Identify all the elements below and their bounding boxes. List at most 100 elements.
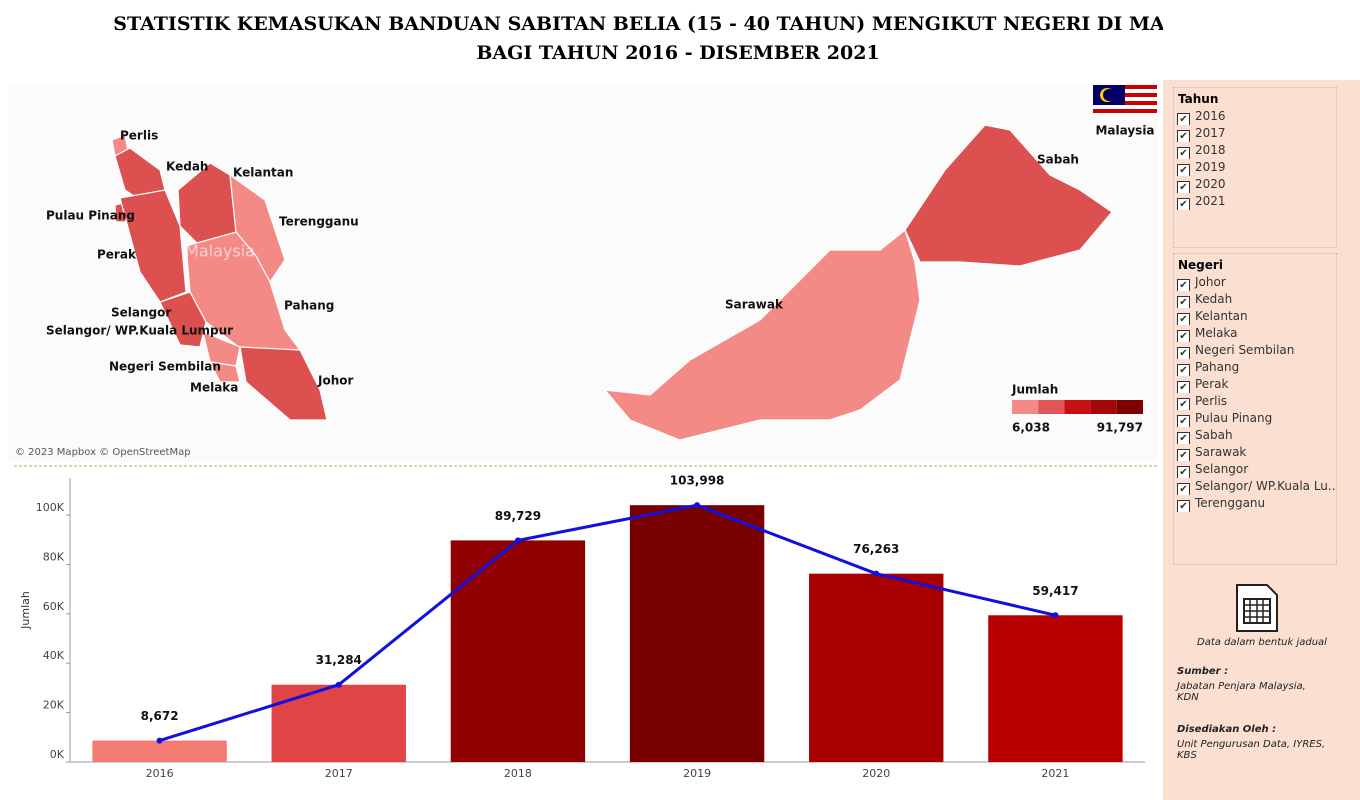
state[interactable] bbox=[603, 228, 921, 441]
filter-label[interactable]: Sabah bbox=[1195, 428, 1233, 442]
filter-item[interactable]: ✔ Selangor bbox=[1174, 461, 1336, 478]
filter-item[interactable]: ✔ 2021 bbox=[1174, 193, 1336, 210]
checkbox[interactable]: ✔ bbox=[1177, 279, 1190, 291]
y-axis-title: Jumlah bbox=[19, 591, 32, 630]
filter-item[interactable]: ✔ Sarawak bbox=[1174, 444, 1336, 461]
filter: Tahun ✔ 2016 ✔ 2017 ✔ 2018 ✔ 2019 ✔ 2020 ✔ 2021 bbox=[1173, 87, 1337, 248]
filter-item[interactable]: ✔ Selangor/ WP.Kuala Lu.. bbox=[1174, 478, 1336, 495]
checkbox[interactable]: ✔ bbox=[1177, 364, 1190, 376]
checkbox[interactable]: ✔ bbox=[1177, 147, 1190, 159]
data-label: 31,284 bbox=[316, 653, 362, 667]
trend-line bbox=[159, 503, 1056, 743]
checkbox[interactable]: ✔ bbox=[1177, 181, 1190, 193]
legend-swatch bbox=[1012, 400, 1039, 414]
y-tick-label: 0K bbox=[50, 748, 65, 761]
filter-label[interactable]: Kedah bbox=[1195, 292, 1233, 306]
filter-item[interactable]: ✔ 2020 bbox=[1174, 176, 1336, 193]
flag-label: Malaysia bbox=[1095, 124, 1154, 138]
filter-label[interactable]: 2020 bbox=[1195, 177, 1226, 191]
filter-item[interactable]: ✔ Perak bbox=[1174, 376, 1336, 393]
filter-label[interactable]: Perlis bbox=[1195, 394, 1228, 408]
filter-label[interactable]: Selangor bbox=[1195, 462, 1249, 476]
checkbox[interactable]: ✔ bbox=[1177, 415, 1190, 427]
filter-item[interactable]: ✔ Kedah bbox=[1174, 291, 1336, 308]
checkbox[interactable]: ✔ bbox=[1177, 449, 1190, 461]
filter-label[interactable]: 2019 bbox=[1195, 160, 1226, 174]
filter-label[interactable]: Sarawak bbox=[1195, 445, 1247, 459]
filter-label[interactable]: 2016 bbox=[1195, 109, 1226, 123]
checkbox[interactable]: ✔ bbox=[1177, 432, 1190, 444]
attribution: © 2023 Mapbox © OpenStreetMap bbox=[15, 447, 191, 458]
filter-label[interactable]: Pulau Pinang bbox=[1195, 411, 1273, 425]
checkbox[interactable]: ✔ bbox=[1177, 296, 1190, 308]
checkbox[interactable]: ✔ bbox=[1177, 483, 1190, 495]
source: Jabatan Penjara Malaysia, KDN bbox=[1177, 681, 1306, 703]
state-label: Melaka bbox=[190, 381, 238, 395]
filter-item[interactable]: ✔ Terengganu bbox=[1174, 495, 1336, 512]
state[interactable] bbox=[119, 189, 187, 303]
y-tick-label: 100K bbox=[36, 501, 65, 514]
filter-item[interactable]: ✔ Kelantan bbox=[1174, 308, 1336, 325]
checkbox[interactable]: ✔ bbox=[1177, 398, 1190, 410]
filter-item[interactable]: ✔ 2017 bbox=[1174, 125, 1336, 142]
filter-label[interactable]: Terengganu bbox=[1195, 496, 1266, 510]
filter-item[interactable]: ✔ Sabah bbox=[1174, 427, 1336, 444]
filter-label[interactable]: 2017 bbox=[1195, 126, 1226, 140]
trend-point bbox=[156, 737, 163, 744]
trend-point bbox=[873, 570, 880, 577]
state-label: Negeri Sembilan bbox=[109, 360, 221, 374]
trend-point bbox=[514, 537, 521, 544]
filter-label[interactable]: Selangor/ WP.Kuala Lu.. bbox=[1195, 479, 1336, 493]
filter-item[interactable]: ✔ Negeri Sembilan bbox=[1174, 342, 1336, 359]
filter-item[interactable]: ✔ 2019 bbox=[1174, 159, 1336, 176]
bar bbox=[809, 573, 944, 762]
table-icon[interactable] bbox=[1235, 583, 1279, 633]
filter-item[interactable]: ✔ Perlis bbox=[1174, 393, 1336, 410]
source-title: Sumber : bbox=[1177, 666, 1229, 677]
filter-label[interactable]: Negeri Sembilan bbox=[1195, 343, 1295, 357]
checkbox[interactable]: ✔ bbox=[1177, 347, 1190, 359]
state-label: Kedah bbox=[166, 160, 208, 174]
dashboard: STATISTIK KEMASUKAN BANDUAN SABITAN BELI… bbox=[14, 13, 1163, 780]
checkbox[interactable]: ✔ bbox=[1177, 500, 1190, 512]
title-line: BAGI TAHUN 2016 - DISEMBER 2021 bbox=[476, 42, 879, 64]
checkbox[interactable]: ✔ bbox=[1177, 130, 1190, 142]
state-label: Perlis bbox=[120, 129, 158, 143]
filter-item[interactable]: ✔ 2018 bbox=[1174, 142, 1336, 159]
legend-title: Jumlah bbox=[1011, 383, 1058, 397]
filter-title: Negeri bbox=[1178, 258, 1223, 272]
filter-label[interactable]: Melaka bbox=[1195, 326, 1238, 340]
filter-label[interactable]: 2018 bbox=[1195, 143, 1226, 157]
filter-label[interactable]: Johor bbox=[1195, 275, 1226, 289]
state-label: Kelantan bbox=[233, 166, 293, 180]
filter-label[interactable]: Perak bbox=[1195, 377, 1229, 391]
legend-swatch bbox=[1090, 400, 1117, 414]
state-label: Terengganu bbox=[279, 215, 359, 229]
data-label: 103,998 bbox=[670, 474, 725, 488]
checkbox[interactable]: ✔ bbox=[1177, 113, 1190, 125]
filter-label[interactable]: Kelantan bbox=[1195, 309, 1248, 323]
checkbox[interactable]: ✔ bbox=[1177, 164, 1190, 176]
trend-point bbox=[335, 681, 342, 688]
filter-item[interactable]: ✔ Pulau Pinang bbox=[1174, 410, 1336, 427]
filter-item[interactable]: ✔ 2016 bbox=[1174, 108, 1336, 125]
checkbox[interactable]: ✔ bbox=[1177, 313, 1190, 325]
state[interactable] bbox=[904, 124, 1113, 267]
filter-item[interactable]: ✔ Melaka bbox=[1174, 325, 1336, 342]
filter-label[interactable]: 2021 bbox=[1195, 194, 1226, 208]
checkbox[interactable]: ✔ bbox=[1177, 330, 1190, 342]
checkbox[interactable]: ✔ bbox=[1177, 466, 1190, 478]
filter-item[interactable]: ✔ Pahang bbox=[1174, 359, 1336, 376]
map-watermark: Malaysia bbox=[185, 242, 255, 261]
state[interactable] bbox=[208, 361, 241, 383]
table-link[interactable]: Data dalam bentuk jadual bbox=[1197, 637, 1327, 648]
bar bbox=[271, 684, 406, 762]
state[interactable] bbox=[239, 346, 328, 421]
checkbox[interactable]: ✔ bbox=[1177, 381, 1190, 393]
checkbox[interactable]: ✔ bbox=[1177, 198, 1190, 210]
x-tick-label: 2020 bbox=[862, 767, 890, 780]
filter-item[interactable]: ✔ Johor bbox=[1174, 274, 1336, 291]
trend-point bbox=[1052, 612, 1059, 619]
data-label: 59,417 bbox=[1032, 584, 1078, 598]
filter-label[interactable]: Pahang bbox=[1195, 360, 1240, 374]
